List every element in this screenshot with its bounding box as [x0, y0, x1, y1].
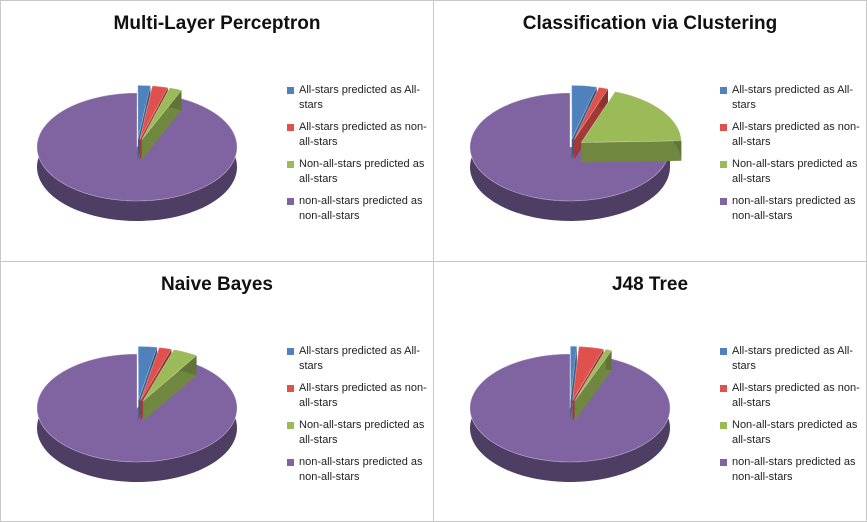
chart-panel-j48: J48 Tree All-stars predicted as All-star… [433, 261, 867, 522]
legend-swatch [720, 124, 727, 131]
legend-swatch [720, 87, 727, 94]
legend: All-stars predicted as All-stars All-sta… [720, 83, 866, 231]
legend-label: Non-all-stars predicted as all-stars [299, 158, 425, 185]
legend-item-non-as-non: non-all-stars predicted as non-all-stars [287, 194, 433, 224]
slice-non-as-non [36, 353, 238, 482]
legend-item-allstars-as-allstars: All-stars predicted as All-stars [287, 344, 433, 374]
legend-swatch [287, 385, 294, 392]
chart-panel-clustering: Classification via Clustering All-stars … [433, 0, 867, 262]
slice-non-as-allstars [574, 348, 613, 421]
legend-swatch [287, 422, 294, 429]
legend-label: Non-all-stars predicted as all-stars [732, 158, 858, 185]
legend-item-allstars-as-allstars: All-stars predicted as All-stars [720, 344, 866, 374]
legend-item-allstars-as-allstars: All-stars predicted as All-stars [287, 83, 433, 113]
legend-swatch [720, 422, 727, 429]
legend-swatch [287, 161, 294, 168]
legend-label: All-stars predicted as All-stars [299, 345, 421, 372]
legend-label: Non-all-stars predicted as all-stars [732, 419, 858, 446]
slice-non-as-non [36, 92, 238, 221]
legend: All-stars predicted as All-stars All-sta… [720, 344, 866, 492]
legend-label: All-stars predicted as non-all-stars [299, 121, 427, 148]
legend-item-allstars-as-non: All-stars predicted as non-all-stars [720, 120, 866, 150]
legend-swatch [287, 87, 294, 94]
legend-swatch [720, 385, 727, 392]
legend-item-allstars-as-non: All-stars predicted as non-all-stars [287, 120, 433, 150]
slice-non-as-non [469, 353, 671, 482]
legend-swatch [287, 198, 294, 205]
chart-title: J48 Tree [611, 274, 689, 295]
chart-title: Classification via Clustering [522, 13, 778, 34]
chart-panel-mlp: Multi-Layer Perceptron All-stars predict… [0, 0, 434, 262]
legend-label: Non-all-stars predicted as all-stars [299, 419, 425, 446]
slice-allstars-as-allstars [570, 345, 578, 421]
pie-chart [36, 84, 238, 221]
legend-label: All-stars predicted as All-stars [299, 84, 421, 111]
legend-item-non-as-allstars: Non-all-stars predicted as all-stars [720, 157, 866, 187]
legend-label: non-all-stars predicted as non-all-stars [299, 456, 423, 483]
legend: All-stars predicted as All-stars All-sta… [287, 344, 433, 492]
pie-chart [469, 84, 682, 221]
legend-swatch [287, 348, 294, 355]
legend-item-allstars-as-non: All-stars predicted as non-all-stars [287, 381, 433, 411]
legend-label: non-all-stars predicted as non-all-stars [732, 456, 856, 483]
legend-swatch [720, 459, 727, 466]
legend-swatch [720, 161, 727, 168]
legend-item-non-as-non: non-all-stars predicted as non-all-stars [720, 455, 866, 485]
legend-label: All-stars predicted as non-all-stars [732, 121, 860, 148]
slice-non-as-allstars [141, 87, 183, 160]
legend-item-allstars-as-non: All-stars predicted as non-all-stars [720, 381, 866, 411]
pie-chart [469, 345, 671, 482]
legend-label: non-all-stars predicted as non-all-stars [732, 195, 856, 222]
legend-swatch [720, 198, 727, 205]
chart-title: Multi-Layer Perceptron [113, 13, 321, 34]
pie-chart [36, 345, 238, 482]
legend-label: All-stars predicted as All-stars [732, 345, 854, 372]
legend-item-non-as-non: non-all-stars predicted as non-all-stars [287, 455, 433, 485]
legend-item-allstars-as-allstars: All-stars predicted as All-stars [720, 83, 866, 113]
legend: All-stars predicted as All-stars All-sta… [287, 83, 433, 231]
chart-panel-naive-bayes: Naive Bayes All-stars predicted as All-s… [0, 261, 434, 522]
legend-label: All-stars predicted as non-all-stars [299, 382, 427, 409]
legend-swatch [720, 348, 727, 355]
legend-label: non-all-stars predicted as non-all-stars [299, 195, 423, 222]
legend-item-non-as-allstars: Non-all-stars predicted as all-stars [287, 157, 433, 187]
legend-label: All-stars predicted as non-all-stars [732, 382, 860, 409]
legend-swatch [287, 459, 294, 466]
legend-swatch [287, 124, 294, 131]
chart-title: Naive Bayes [161, 274, 273, 295]
slice-non-as-allstars [142, 349, 198, 422]
legend-item-non-as-non: non-all-stars predicted as non-all-stars [720, 194, 866, 224]
legend-item-non-as-allstars: Non-all-stars predicted as all-stars [720, 418, 866, 448]
legend-label: All-stars predicted as All-stars [732, 84, 854, 111]
slice-non-as-allstars [580, 91, 682, 163]
legend-item-non-as-allstars: Non-all-stars predicted as all-stars [287, 418, 433, 448]
